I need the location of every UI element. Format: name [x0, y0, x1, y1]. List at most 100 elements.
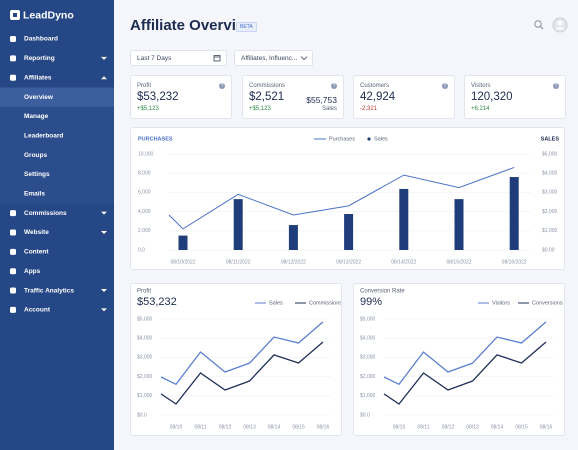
card: Profit? $53,232 +$5,123: [130, 75, 232, 119]
search-icon[interactable]: [534, 20, 542, 28]
menu-icon: [10, 210, 16, 217]
menu-item[interactable]: Apps: [24, 268, 41, 275]
search-icon-handle: [539, 25, 544, 30]
caret: [300, 56, 308, 61]
help-icon[interactable]: ?: [219, 83, 225, 89]
y-tick-label: $5,000: [137, 316, 153, 322]
date-filter-text: Last 7 Days: [137, 55, 172, 62]
menu-item[interactable]: Traffic Analytics: [24, 287, 74, 294]
header-icons: [534, 17, 568, 33]
caret-down: [101, 56, 107, 60]
logo-text: LeadDyno: [23, 9, 74, 21]
y-tick-label: $0.0: [137, 412, 147, 418]
bar: [344, 214, 354, 250]
menu-item[interactable]: Content: [24, 249, 49, 256]
card-label: Profit: [137, 83, 152, 89]
card-label: Visitors: [471, 83, 491, 89]
purchases-chart: 0.0 2,000 4,000 6,000 8,000 10,000 $0.00 $1,000…: [130, 127, 565, 270]
menu-item[interactable]: Leaderboard: [24, 132, 63, 139]
y2-tick-label: $3,000: [542, 190, 558, 196]
y-tick-label: $5,000: [360, 316, 376, 322]
help-icon[interactable]: ?: [331, 83, 337, 89]
menu-item[interactable]: Reporting: [24, 55, 55, 62]
help-icon[interactable]: ?: [442, 83, 448, 89]
x-tick-label: 08/11: [417, 424, 429, 430]
x-tick-label: 08/11/2022: [226, 259, 251, 265]
y2-tick-label: $4,000: [542, 171, 558, 177]
menu-item[interactable]: Account: [24, 307, 51, 314]
menu-item-selected: [0, 87, 114, 107]
bar: [178, 235, 188, 250]
legend-label: Conversions: [532, 300, 563, 306]
help-icon[interactable]: ?: [553, 83, 559, 89]
card-value: 120,320: [471, 91, 513, 103]
bar: [399, 188, 409, 250]
x-tick-label: 08/14/2022: [391, 259, 416, 265]
card-value: 42,924: [360, 91, 396, 103]
card: Customers? 42,924 -2,321: [353, 75, 455, 119]
card-change: +$5,123: [137, 106, 159, 112]
line: [383, 321, 547, 386]
x-tick-label: 08/15: [292, 424, 305, 430]
y-tick-label: 2,000: [138, 228, 151, 234]
menu-item[interactable]: Website: [24, 229, 49, 236]
logo: LeadDyno: [10, 9, 74, 21]
menu-icon: [10, 287, 16, 294]
bar: [288, 225, 298, 250]
conversion-chart: $0.0 $1,000 $2,000 $3,000 $4,000 $5,000 08/10 0…: [353, 283, 565, 436]
y-tick-label: 0.0: [138, 247, 145, 253]
menu-item[interactable]: Emails: [24, 191, 45, 198]
x-tick-label: 08/15: [515, 424, 528, 430]
x-tick-label: 08/16: [540, 424, 553, 430]
legend-label: Sales: [374, 136, 388, 142]
menu-item[interactable]: Groups: [24, 152, 47, 159]
y-tick-label: $2,000: [137, 374, 153, 380]
avatar-head: [557, 20, 563, 26]
card-label: Commissions: [249, 83, 286, 89]
card-label: Customers: [360, 83, 390, 89]
card-side-label: Sales: [321, 106, 337, 112]
card: Commissions? $2,521 +$5,123 $55,753 Sales: [242, 75, 344, 119]
card-value: $53,232: [137, 91, 179, 103]
x-tick-label: 08/10: [393, 424, 406, 430]
legend-dot: [367, 137, 371, 141]
card-side-value: $55,753: [306, 95, 337, 105]
menu-icon: [10, 306, 16, 313]
submenu-bg: [0, 87, 114, 204]
menu-item[interactable]: Dashboard: [24, 36, 58, 43]
menu-icon: [10, 268, 16, 275]
line: [160, 341, 324, 405]
caret-down: [101, 289, 107, 293]
x-tick-label: 08/13: [466, 424, 479, 430]
menu-item[interactable]: Overview: [24, 94, 54, 101]
profit-chart: $0.0 $1,000 $2,000 $3,000 $4,000 $5,000 08/10 0…: [130, 283, 342, 436]
bar: [509, 177, 519, 250]
caret-down: [101, 231, 107, 234]
affiliate-filter[interactable]: Affiliates, Influenc...: [234, 50, 313, 66]
x-tick-label: 08/16: [317, 424, 330, 430]
menu-item[interactable]: Affiliates: [24, 74, 52, 81]
menu-icon: [10, 74, 16, 81]
y-tick-label: $0.0: [360, 412, 370, 418]
menu: Dashboard Reporting Affiliates Overview Mana…: [0, 36, 114, 314]
x-tick-label: 08/11: [194, 424, 206, 430]
y-tick-label: $4,000: [137, 336, 153, 342]
menu-item[interactable]: Manage: [24, 113, 49, 120]
menu-item[interactable]: Settings: [24, 171, 50, 178]
menu-icon: [10, 55, 16, 62]
y2-tick-label: $1,000: [542, 228, 558, 234]
chart-title: Conversion Rate: [360, 289, 405, 295]
chart-title: Profit: [137, 289, 151, 295]
menu-icon: [10, 229, 16, 236]
date-filter[interactable]: Last 7 Days: [130, 50, 227, 66]
menu-item[interactable]: Commissions: [24, 210, 67, 217]
x-tick-label: 08/12: [442, 424, 455, 430]
calendar-icon: [213, 55, 221, 62]
page-title: Affiliate Overview: [130, 17, 256, 34]
y-tick-label: 8,000: [138, 171, 151, 177]
bar: [454, 199, 464, 250]
beta-badge: BETA: [236, 22, 257, 32]
y2-tick-label: $0.00: [542, 247, 555, 253]
x-tick-label: 08/13/2022: [336, 259, 361, 265]
